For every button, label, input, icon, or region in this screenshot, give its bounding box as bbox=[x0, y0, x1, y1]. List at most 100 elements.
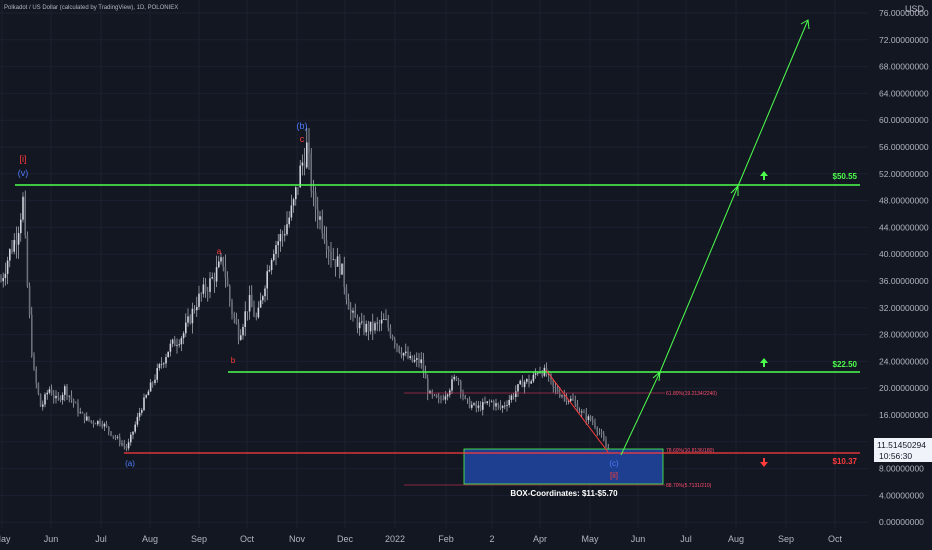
candle-body bbox=[15, 239, 18, 245]
price-tick: 28.00000000 bbox=[879, 330, 929, 340]
candle-body bbox=[603, 434, 605, 441]
candle-body bbox=[598, 431, 601, 433]
time-tick: Sep bbox=[778, 534, 794, 544]
candle-body bbox=[356, 317, 359, 329]
candle-body bbox=[537, 372, 539, 374]
arrow-up-icon bbox=[760, 358, 768, 367]
candle-body bbox=[506, 404, 508, 406]
candle-body bbox=[312, 190, 315, 193]
candle-body bbox=[145, 395, 147, 398]
candle-body bbox=[587, 416, 590, 421]
candle-body bbox=[211, 277, 213, 279]
candle-body bbox=[424, 372, 427, 379]
time-axis[interactable]: May Jun Jul Aug Sep Oct Nov Dec 2022 Feb 2 Apr May Ju… bbox=[0, 534, 842, 544]
candle-body bbox=[328, 249, 330, 252]
candle-body bbox=[132, 431, 134, 435]
wave-label-a-bottom: (a) bbox=[125, 459, 135, 468]
candle-body bbox=[378, 322, 381, 324]
candle-body bbox=[433, 394, 436, 396]
down-trendline bbox=[545, 369, 609, 453]
candle-body bbox=[288, 217, 290, 225]
candle-body bbox=[79, 412, 81, 414]
candle-body bbox=[290, 205, 293, 218]
candle-body bbox=[334, 259, 337, 267]
candle-body bbox=[77, 403, 79, 413]
candle-body bbox=[512, 395, 515, 398]
candle-body bbox=[453, 376, 455, 380]
candle-body bbox=[422, 359, 425, 373]
candle-body bbox=[345, 287, 348, 300]
candle-body bbox=[407, 351, 409, 359]
wave-label-a: a bbox=[217, 247, 222, 256]
price-tick: 0.00000000 bbox=[879, 517, 924, 527]
candle-body bbox=[400, 352, 403, 356]
time-tick: Jul bbox=[95, 534, 107, 544]
projection-path bbox=[620, 19, 809, 456]
candle-body bbox=[240, 335, 242, 340]
candle-body bbox=[592, 420, 594, 423]
price-tick: 20.00000000 bbox=[879, 383, 929, 393]
price-tick: 8.00000000 bbox=[879, 464, 924, 474]
time-tick: 2022 bbox=[385, 534, 405, 544]
candle-body bbox=[565, 395, 568, 402]
candle-body bbox=[165, 357, 167, 364]
candle-body bbox=[455, 376, 458, 380]
price-tick: 60.00000000 bbox=[879, 115, 929, 125]
candle-body bbox=[405, 351, 407, 354]
candle-body bbox=[176, 345, 178, 346]
current-price-tag bbox=[874, 438, 932, 462]
grid bbox=[0, 0, 868, 528]
time-tick: Oct bbox=[240, 534, 255, 544]
candle-body bbox=[354, 310, 356, 318]
candle-body bbox=[31, 314, 33, 356]
candle-body bbox=[264, 288, 266, 297]
candle-body bbox=[460, 381, 462, 393]
candle-body bbox=[13, 239, 15, 252]
candle-body bbox=[510, 395, 513, 400]
candle-body bbox=[187, 316, 189, 323]
current-price: 11.51450294 bbox=[877, 440, 926, 450]
candle-body bbox=[154, 379, 156, 384]
candle-body bbox=[438, 397, 440, 399]
candle-body bbox=[6, 260, 9, 274]
candle-body bbox=[169, 343, 172, 352]
candle-body bbox=[332, 259, 334, 260]
candle-body bbox=[578, 411, 581, 413]
arrow-up-icon bbox=[760, 171, 768, 180]
price-tick: 4.00000000 bbox=[879, 490, 924, 500]
price-tick: 52.00000000 bbox=[879, 169, 929, 179]
candle-body bbox=[292, 199, 295, 206]
candle-body bbox=[323, 233, 326, 241]
candle-body bbox=[248, 295, 251, 312]
candle-body bbox=[310, 153, 312, 191]
candle-body bbox=[220, 257, 222, 262]
candle-body bbox=[149, 382, 152, 392]
candle-body bbox=[486, 401, 488, 404]
candle-body bbox=[446, 394, 449, 397]
candle-body bbox=[136, 416, 139, 425]
candle-body bbox=[259, 300, 262, 308]
candle-body bbox=[376, 322, 378, 324]
candle-body bbox=[39, 393, 42, 407]
candle-body bbox=[222, 257, 224, 267]
time-tick: 2 bbox=[489, 534, 494, 544]
candle-body bbox=[200, 293, 202, 295]
price-tick: 40.00000000 bbox=[879, 249, 929, 259]
candle-body bbox=[295, 187, 297, 200]
candle-body bbox=[68, 395, 70, 397]
level-label-50: $50.55 bbox=[833, 172, 858, 181]
candle-body bbox=[233, 313, 235, 318]
candle-body bbox=[273, 253, 275, 261]
target-box[interactable] bbox=[463, 448, 664, 485]
candle-body bbox=[83, 413, 86, 421]
candle-body bbox=[567, 400, 570, 402]
candle-body bbox=[468, 398, 471, 408]
candle-body bbox=[317, 209, 319, 220]
candle-body bbox=[156, 368, 158, 380]
time-tick: Feb bbox=[438, 534, 454, 544]
price-tick: 76.00000000 bbox=[879, 8, 929, 18]
candle-body bbox=[50, 389, 53, 395]
candle-body bbox=[11, 249, 13, 252]
candle-body bbox=[330, 251, 332, 260]
